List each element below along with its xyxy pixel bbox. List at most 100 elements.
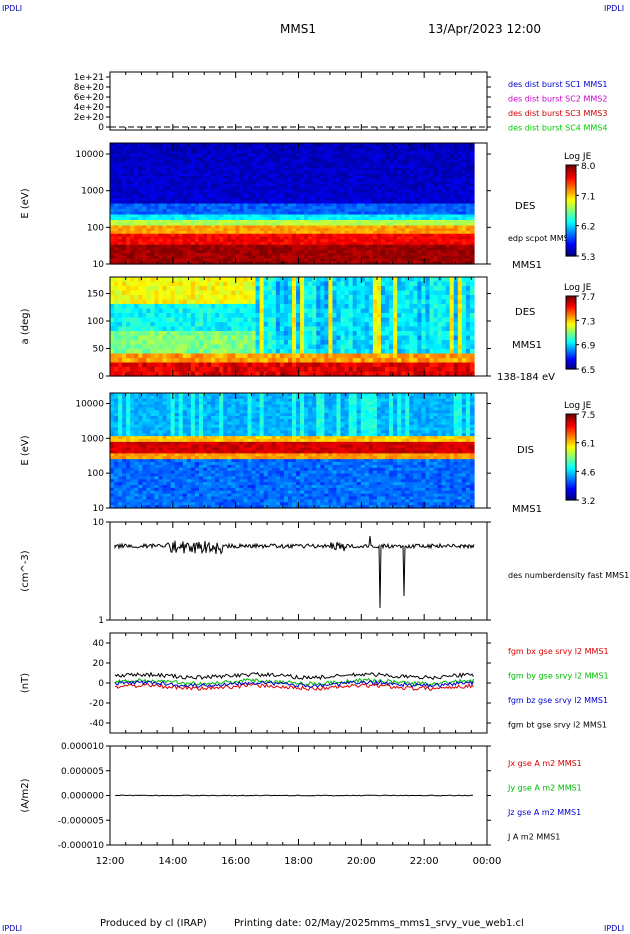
spectrogram-cell — [215, 358, 220, 364]
spectrogram-cell — [158, 308, 164, 314]
spectrogram-cell — [126, 156, 131, 161]
spectrogram-cell — [316, 198, 321, 202]
spectrogram-cell — [227, 148, 232, 152]
spectrogram-cell — [231, 187, 236, 191]
corner-label-top-right: IPDLI — [604, 4, 625, 13]
spectrogram-cell — [320, 143, 325, 147]
spectrogram-cell — [433, 200, 439, 205]
spectrogram-cell — [271, 145, 277, 150]
spectrogram-cell — [316, 178, 321, 183]
spectrogram-cell — [465, 189, 471, 194]
spectrogram-cell — [215, 151, 220, 155]
spectrogram-cell — [465, 247, 471, 251]
spectrogram-cell — [194, 295, 200, 301]
spectrogram-cell — [174, 173, 180, 177]
spectrogram-cell — [449, 261, 455, 265]
spectrogram-cell — [465, 200, 471, 205]
spectrogram-cell — [320, 217, 325, 221]
spectrogram-cell — [122, 154, 127, 158]
spectrogram-cell — [158, 170, 164, 174]
spectrogram-cell — [182, 313, 188, 319]
spectrogram-cell — [215, 239, 220, 243]
spectrogram-cell — [251, 181, 257, 185]
spectrogram-cell — [194, 187, 200, 191]
spectrogram-cell — [239, 222, 245, 227]
spectrogram-cell — [194, 184, 200, 188]
spectrogram-cell — [469, 222, 475, 227]
spectrogram-cell — [170, 192, 176, 196]
spectrogram-cell — [223, 261, 228, 265]
spectrogram-cell — [320, 187, 325, 191]
spectrogram-cell — [114, 344, 119, 350]
spectrogram-cell — [300, 159, 305, 163]
spectrogram-cell — [348, 151, 354, 155]
spectrogram-cell — [461, 187, 467, 191]
spectrogram-cell — [138, 233, 143, 238]
spectrogram-cell — [207, 192, 212, 196]
spectrogram-cell — [441, 228, 447, 232]
mission-title: MMS1 — [280, 22, 316, 36]
spectrogram-cell — [308, 198, 313, 202]
spectrogram-cell — [239, 340, 245, 346]
spectrogram-cell — [271, 143, 277, 147]
spectrogram-cell — [243, 173, 249, 177]
spectrogram-cell — [174, 353, 180, 359]
spectrogram-cell — [372, 145, 378, 150]
spectrogram-cell — [110, 331, 115, 337]
spectrogram-cell — [223, 371, 228, 377]
spectrogram-cell — [437, 236, 443, 240]
spectrogram-cell — [308, 222, 313, 227]
spectrogram-cell — [393, 231, 398, 235]
spectrogram-cell — [267, 214, 273, 218]
spectrogram-cell — [166, 217, 172, 221]
spectrogram-cell — [219, 290, 224, 296]
spectrogram-cell — [146, 198, 152, 202]
spectrogram-cell — [263, 148, 269, 152]
spectrogram-cell — [457, 151, 463, 155]
spectrogram-cell — [320, 162, 325, 166]
spectrogram-cell — [405, 233, 410, 238]
spectrogram-cell — [118, 326, 123, 332]
spectrogram-cell — [401, 151, 406, 155]
spectrogram-cell — [368, 173, 374, 177]
spectrogram-cell — [251, 242, 257, 246]
spectrogram-cell — [263, 209, 269, 213]
spectrogram-cell — [158, 151, 164, 155]
spectrogram-cell — [417, 159, 423, 163]
spectrogram-cell — [138, 349, 143, 355]
spectrogram-cell — [162, 250, 168, 254]
spectrogram-cell — [219, 322, 224, 328]
spectrogram-cell — [130, 322, 135, 328]
spectrogram-cell — [417, 247, 423, 251]
spectrogram-cell — [150, 358, 156, 364]
spectrogram-cell — [158, 304, 164, 310]
spectrogram-cell — [263, 233, 269, 238]
spectrogram-cell — [207, 261, 212, 265]
spectrogram-cell — [393, 151, 398, 155]
spectrogram-cell — [275, 247, 281, 251]
spectrogram-cell — [279, 143, 285, 147]
spectrogram-cell — [134, 143, 139, 147]
spectrogram-cell — [283, 181, 289, 185]
spectrogram-cell — [122, 176, 127, 180]
spectrogram-cell — [114, 176, 119, 180]
spectrogram-cell — [304, 154, 309, 158]
spectrogram-cell — [429, 247, 435, 251]
spectrogram-cell — [142, 277, 147, 283]
spectrogram-cell — [405, 209, 410, 213]
spectrogram-cell — [150, 277, 156, 283]
spectrogram-cell — [461, 200, 467, 205]
spectrogram-cell — [158, 206, 164, 210]
spectrogram-cell — [182, 258, 188, 262]
spectrogram-cell — [393, 258, 398, 262]
spectrogram-cell — [150, 214, 156, 218]
spectrogram-cell — [239, 349, 245, 355]
spectrogram-cell — [227, 187, 232, 191]
spectrogram-cell — [263, 228, 269, 232]
spectrogram-cell — [405, 176, 410, 180]
spectrogram-cell — [279, 258, 285, 262]
spectrogram-cell — [150, 349, 156, 355]
spectrogram-cell — [405, 244, 410, 249]
spectrogram-cell — [118, 358, 123, 364]
spectrogram-cell — [211, 198, 216, 202]
